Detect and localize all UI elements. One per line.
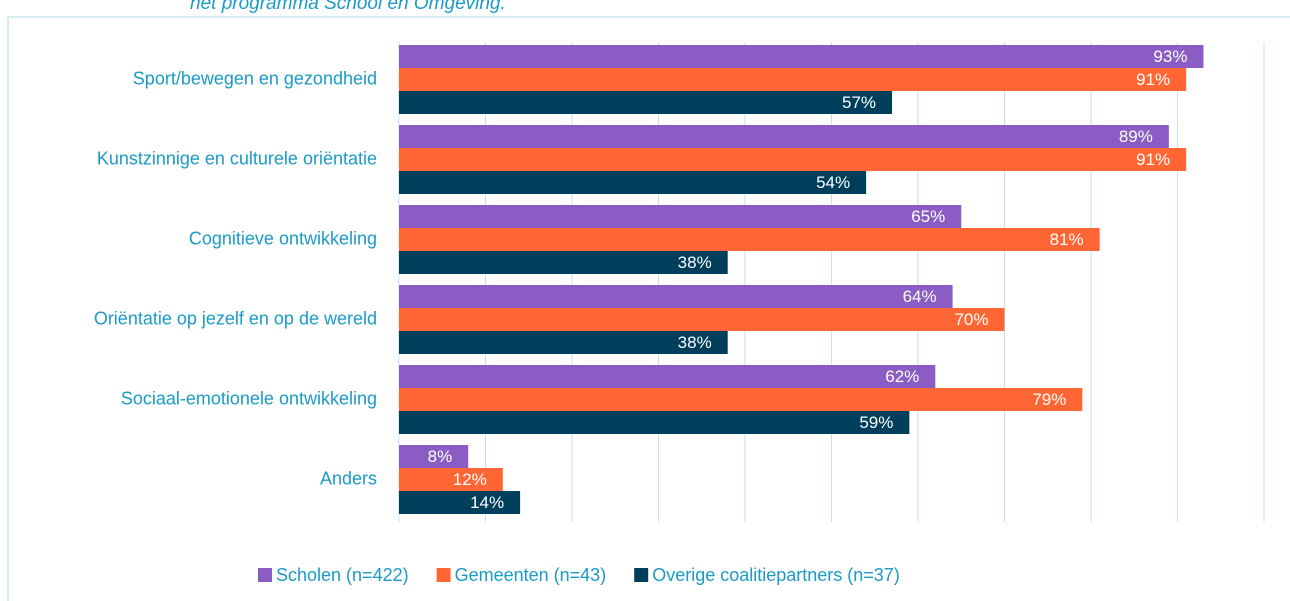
bar (399, 491, 521, 514)
bar (399, 148, 1187, 171)
legend-label: Overige coalitiepartners (n=37) (652, 565, 900, 585)
value-label: 89% (1119, 127, 1153, 146)
bar (399, 125, 1169, 148)
bar (399, 68, 1187, 91)
legend-label: Gemeenten (n=43) (455, 565, 607, 585)
bar (399, 468, 503, 491)
value-label: 64% (903, 287, 937, 306)
bar (399, 251, 728, 274)
value-label: 79% (1032, 390, 1066, 409)
chart-title: het programma School en Omgeving. (190, 0, 506, 14)
value-label: 12% (453, 470, 487, 489)
value-label: 38% (678, 253, 712, 272)
bar (399, 205, 962, 228)
value-label: 59% (859, 413, 893, 432)
category-label: Kunstzinnige en culturele oriëntatie (97, 148, 377, 168)
value-label: 70% (954, 310, 988, 329)
bar (399, 228, 1100, 251)
bar (399, 171, 867, 194)
value-label: 8% (428, 447, 453, 466)
bar (399, 285, 953, 308)
value-label: 65% (911, 207, 945, 226)
value-label: 93% (1153, 47, 1187, 66)
value-label: 38% (678, 333, 712, 352)
bar (399, 331, 728, 354)
bar (399, 365, 936, 388)
legend-label: Scholen (n=422) (276, 565, 409, 585)
bar (399, 91, 893, 114)
bar (399, 308, 1005, 331)
value-label: 81% (1050, 230, 1084, 249)
bar (399, 445, 469, 468)
category-label: Cognitieve ontwikkeling (189, 228, 377, 248)
legend-swatch (258, 568, 272, 582)
value-label: 57% (842, 93, 876, 112)
bar (399, 411, 910, 434)
category-label: Oriëntatie op jezelf en op de wereld (94, 308, 377, 328)
category-label: Sport/bewegen en gezondheid (133, 68, 377, 88)
value-label: 91% (1136, 150, 1170, 169)
legend-swatch (436, 568, 451, 582)
bar (399, 45, 1204, 68)
legend-swatch (634, 568, 649, 582)
bar (399, 388, 1083, 411)
value-label: 54% (816, 173, 850, 192)
category-label: Sociaal-emotionele ontwikkeling (121, 388, 377, 408)
value-label: 14% (470, 493, 504, 512)
value-label: 91% (1136, 70, 1170, 89)
chart-frame (7, 16, 1290, 601)
value-label: 62% (885, 367, 919, 386)
category-label: Anders (320, 468, 377, 488)
